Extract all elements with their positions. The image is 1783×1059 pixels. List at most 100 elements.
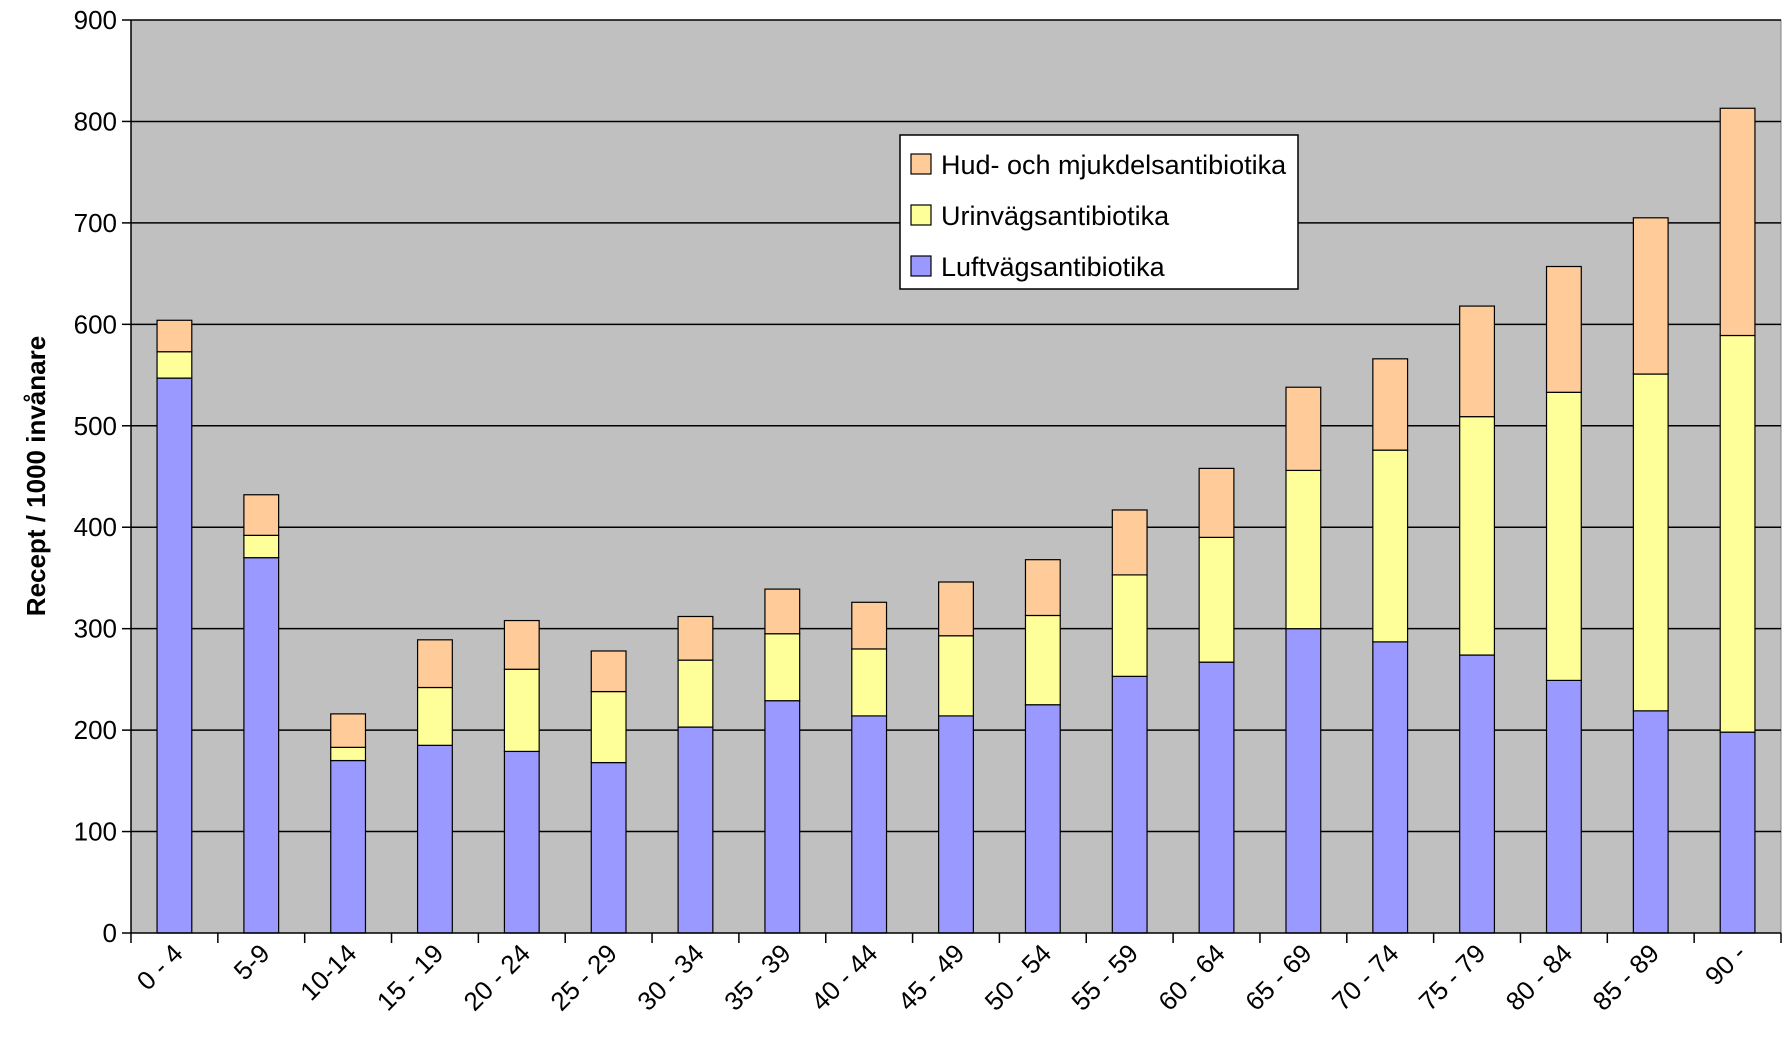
x-tick-label: 50 - 54: [979, 938, 1057, 1016]
bar-segment: [764, 633, 801, 702]
bar-segment: [851, 601, 888, 650]
bar-segment: [1111, 574, 1148, 677]
x-tick-label: 60 - 64: [1152, 938, 1230, 1016]
bar-segment: [416, 686, 453, 746]
bar-segment: [1198, 536, 1235, 663]
legend-label: Hud- och mjukdelsantibiotika: [941, 150, 1287, 180]
bar-segment: [851, 715, 888, 934]
bar-segment: [503, 619, 540, 670]
x-tick-label: 25 - 29: [544, 938, 622, 1016]
x-tick-label: 30 - 34: [631, 938, 709, 1016]
x-tick-label: 85 - 89: [1587, 938, 1665, 1016]
bar-segment: [156, 319, 193, 353]
y-tick-label: 700: [74, 208, 117, 238]
x-tick-label: 20 - 24: [458, 938, 536, 1016]
legend-swatch: [910, 153, 932, 175]
bar-segment: [590, 650, 627, 693]
x-tick-label: 15 - 19: [371, 938, 449, 1016]
y-tick-label: 900: [74, 5, 117, 35]
bar-segment: [764, 700, 801, 934]
y-tick-label: 100: [74, 817, 117, 847]
legend-label: Urinvägsantibiotika: [941, 201, 1170, 231]
legend-box: [899, 134, 1299, 290]
x-tick-labels: 0 - 4 5-9 10-14 15 - 19 20 - 24 25 - 29 30 - 3…: [130, 933, 1782, 1016]
y-axis-label: Recept / 1000 invånare: [21, 336, 51, 616]
bar-segment: [677, 615, 714, 661]
x-tick-label: 70 - 74: [1326, 938, 1404, 1016]
bar-segment: [330, 713, 367, 748]
bar-segment: [416, 639, 453, 689]
bar-segment: [1459, 416, 1496, 656]
x-tick-label: 5-9: [228, 938, 276, 986]
bar-segment: [590, 690, 627, 764]
bar-segment: [243, 557, 280, 934]
x-tick-label: 65 - 69: [1239, 938, 1317, 1016]
bar-segment: [1719, 107, 1756, 337]
bar-segment: [1111, 675, 1148, 934]
bars: [156, 107, 1756, 934]
bar-segment: [1285, 628, 1322, 934]
y-tick-label: 200: [74, 715, 117, 745]
x-tick-label: 90 -: [1699, 938, 1752, 991]
bar-segment: [938, 715, 974, 934]
gridlines: [131, 19, 1781, 833]
y-tick-label: 600: [74, 309, 117, 339]
y-tick-label: 500: [74, 411, 117, 441]
x-tick-label: 75 - 79: [1413, 938, 1491, 1016]
bar-segment: [1372, 641, 1409, 934]
bar-segment: [1111, 509, 1148, 576]
bar-segment: [1198, 661, 1235, 934]
y-tick-label: 800: [74, 106, 117, 136]
bar-segment: [416, 744, 453, 934]
x-tick-label: 45 - 49: [892, 938, 970, 1016]
legend-swatch: [910, 204, 932, 226]
legend-swatch: [910, 255, 932, 277]
bar-segment: [330, 759, 367, 934]
bar-segment: [243, 494, 280, 536]
bar-segment: [1024, 614, 1061, 706]
legend: Hud- och mjukdelsantibiotika Urinvägsanti…: [899, 134, 1299, 290]
y-tick-label: 0: [103, 918, 117, 948]
bar-segment: [1719, 334, 1756, 733]
bar-segment: [156, 377, 193, 934]
x-tick-label: 80 - 84: [1500, 938, 1578, 1016]
axes: [130, 20, 1781, 934]
x-tick-label: 10-14: [294, 938, 362, 1006]
y-tick-labels: 0 100 200 300 400 500 600 700 800 900: [74, 5, 131, 948]
y-tick-label: 300: [74, 614, 117, 644]
bar-segment: [1545, 265, 1582, 393]
bar-segment: [764, 588, 801, 635]
bar-segment: [1459, 305, 1496, 418]
bar-segment: [1545, 679, 1582, 934]
x-tick-label: 40 - 44: [805, 938, 883, 1016]
bar-segment: [938, 581, 974, 637]
bar-segment: [1285, 386, 1322, 472]
bar-segment: [1632, 710, 1669, 934]
bar-segment: [1198, 467, 1235, 538]
bar-segment: [938, 635, 974, 717]
bar-segment: [243, 534, 280, 559]
bar-segment: [590, 761, 627, 934]
x-tick-label: 0 - 4: [131, 938, 189, 996]
bar-segment: [1372, 449, 1409, 643]
y-tick-label: 400: [74, 512, 117, 542]
bar-segment: [677, 726, 714, 934]
legend-label: Luftvägsantibiotika: [941, 252, 1166, 282]
bar-segment: [330, 746, 367, 762]
x-tick-label: 55 - 59: [1065, 938, 1143, 1016]
bar-segment: [1545, 391, 1582, 682]
bar-segment: [1719, 731, 1756, 934]
bar-segment: [503, 750, 540, 934]
bar-segment: [1632, 217, 1669, 375]
bar-segment: [1632, 373, 1669, 712]
bar-segment: [1024, 559, 1061, 617]
bar-segment: [1372, 358, 1409, 451]
bar-segment: [503, 668, 540, 753]
bar-segment: [677, 659, 714, 728]
bar-segment: [1459, 654, 1496, 934]
bar-segment: [1024, 704, 1061, 934]
x-tick-label: 35 - 39: [718, 938, 796, 1016]
bar-segment: [1285, 469, 1322, 630]
bar-segment: [156, 351, 193, 379]
